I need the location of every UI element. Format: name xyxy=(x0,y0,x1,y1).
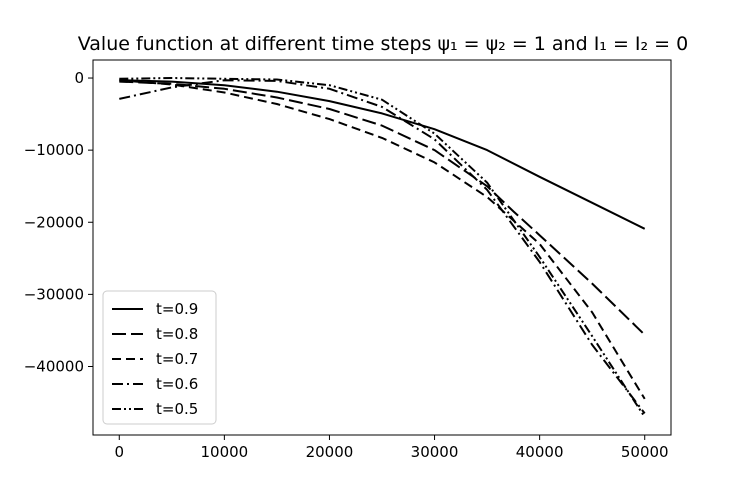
y-tick-label: −10000 xyxy=(24,141,84,159)
legend-label: t=0.9 xyxy=(156,300,198,318)
x-tick-label: 30000 xyxy=(411,443,459,461)
series-line-t-0-7 xyxy=(119,79,646,400)
y-tick-label: −20000 xyxy=(24,213,84,231)
x-tick-label: 20000 xyxy=(306,443,354,461)
legend-label: t=0.5 xyxy=(156,400,198,418)
series-line-t-0-8 xyxy=(119,80,646,336)
plot-area-frame xyxy=(92,59,672,436)
y-tick-label: −30000 xyxy=(24,285,84,303)
x-axis: 0 10000 20000 30000 40000 50000 xyxy=(114,435,669,461)
y-tick-label: 0 xyxy=(74,69,84,87)
legend-box xyxy=(102,290,217,425)
y-tick-label: −40000 xyxy=(24,357,84,375)
x-tick-label: 0 xyxy=(114,443,124,461)
series-line-t-0-9 xyxy=(119,79,646,230)
chart-title: Value function at different time steps ψ… xyxy=(78,33,688,55)
x-tick-label: 40000 xyxy=(516,443,564,461)
y-axis: 0 −10000 −20000 −30000 −40000 xyxy=(24,69,93,375)
series-line-t-0-5 xyxy=(119,77,646,418)
legend: t=0.9 t=0.8 t=0.7 t=0.6 t=0.5 xyxy=(102,290,217,425)
x-tick-label: 10000 xyxy=(201,443,249,461)
legend-label: t=0.6 xyxy=(156,375,198,393)
series-lines xyxy=(119,77,646,418)
x-tick-label: 50000 xyxy=(621,443,669,461)
series-line-t-0-6 xyxy=(119,79,646,415)
legend-label: t=0.8 xyxy=(156,325,198,343)
legend-label: t=0.7 xyxy=(156,350,198,368)
